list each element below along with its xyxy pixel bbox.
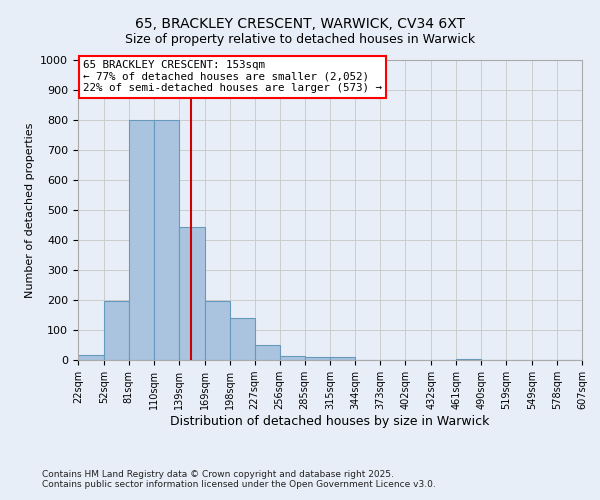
Text: 65 BRACKLEY CRESCENT: 153sqm
← 77% of detached houses are smaller (2,052)
22% of: 65 BRACKLEY CRESCENT: 153sqm ← 77% of de… [83, 60, 382, 93]
Bar [104, 301, 129, 360]
Bar [230, 318, 254, 360]
Text: Contains HM Land Registry data © Crown copyright and database right 2025.
Contai: Contains HM Land Registry data © Crown c… [42, 470, 436, 489]
Y-axis label: Number of detached properties: Number of detached properties [25, 122, 35, 298]
X-axis label: Distribution of detached houses by size in Warwick: Distribution of detached houses by size … [170, 415, 490, 428]
Bar [179, 226, 205, 360]
Text: 65, BRACKLEY CRESCENT, WARWICK, CV34 6XT: 65, BRACKLEY CRESCENT, WARWICK, CV34 6XT [135, 18, 465, 32]
Bar [154, 120, 179, 360]
Bar [78, 354, 104, 360]
Bar [280, 356, 305, 360]
Text: Size of property relative to detached houses in Warwick: Size of property relative to detached ho… [125, 32, 475, 46]
Bar [129, 120, 154, 360]
Bar [331, 357, 355, 360]
Bar [254, 345, 280, 360]
Bar [305, 357, 331, 360]
Bar [456, 358, 481, 360]
Bar [205, 301, 230, 360]
